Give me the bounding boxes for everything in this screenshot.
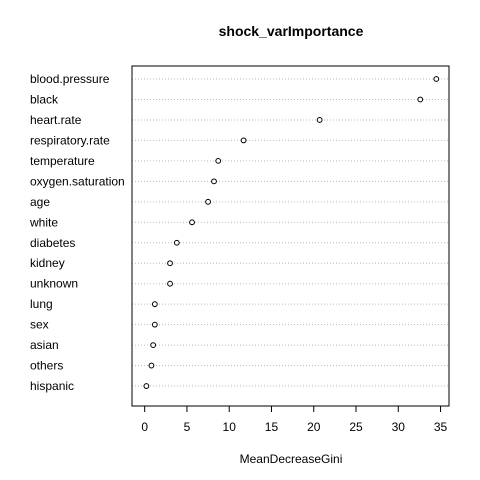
category-label: respiratory.rate	[30, 133, 110, 147]
category-label: sex	[30, 318, 49, 332]
x-tick-label: 0	[141, 420, 148, 434]
category-label: blood.pressure	[30, 72, 110, 86]
data-point	[189, 219, 195, 226]
data-point	[167, 260, 173, 267]
category-label: oxygen.saturation	[30, 174, 125, 188]
x-tick-label: 15	[265, 420, 279, 434]
category-label: white	[29, 215, 58, 229]
category-label: unknown	[30, 277, 78, 291]
data-points	[143, 76, 440, 389]
x-tick-label: 10	[223, 420, 237, 434]
data-point	[215, 157, 222, 164]
data-point	[211, 178, 217, 185]
category-label: kidney	[30, 256, 65, 270]
x-tick-label: 30	[392, 420, 406, 434]
data-point	[151, 321, 158, 328]
category-label: age	[30, 195, 50, 209]
data-point	[150, 342, 157, 349]
grid-lines	[132, 78, 449, 387]
x-tick-label: 25	[349, 420, 363, 434]
data-point	[417, 96, 424, 103]
category-label: others	[30, 359, 63, 373]
data-point	[205, 198, 211, 205]
data-point	[240, 137, 247, 144]
category-label: hispanic	[30, 379, 74, 393]
data-point	[167, 280, 173, 287]
category-label: heart.rate	[30, 113, 82, 127]
plot-box	[131, 65, 450, 407]
x-tick-label: 20	[307, 420, 321, 434]
x-axis: 0 5 10 15 20 25 30 35	[141, 405, 448, 434]
category-label: asian	[30, 338, 59, 352]
x-tick-label: 5	[184, 420, 191, 434]
category-label: lung	[30, 297, 53, 311]
data-point	[433, 76, 440, 82]
category-label: black	[30, 92, 59, 106]
x-axis-label: MeanDecreaseGini	[240, 452, 343, 466]
category-label: diabetes	[30, 236, 75, 250]
category-labels: blood.pressure black heart.rate respiratory…	[29, 72, 125, 393]
chart-title: shock_varImportance	[219, 23, 364, 39]
data-point	[143, 383, 150, 389]
data-point	[148, 362, 155, 369]
data-point	[316, 117, 323, 123]
data-point	[173, 239, 180, 246]
category-label: temperature	[30, 154, 95, 168]
x-tick-label: 35	[434, 420, 448, 434]
data-point	[151, 301, 158, 308]
